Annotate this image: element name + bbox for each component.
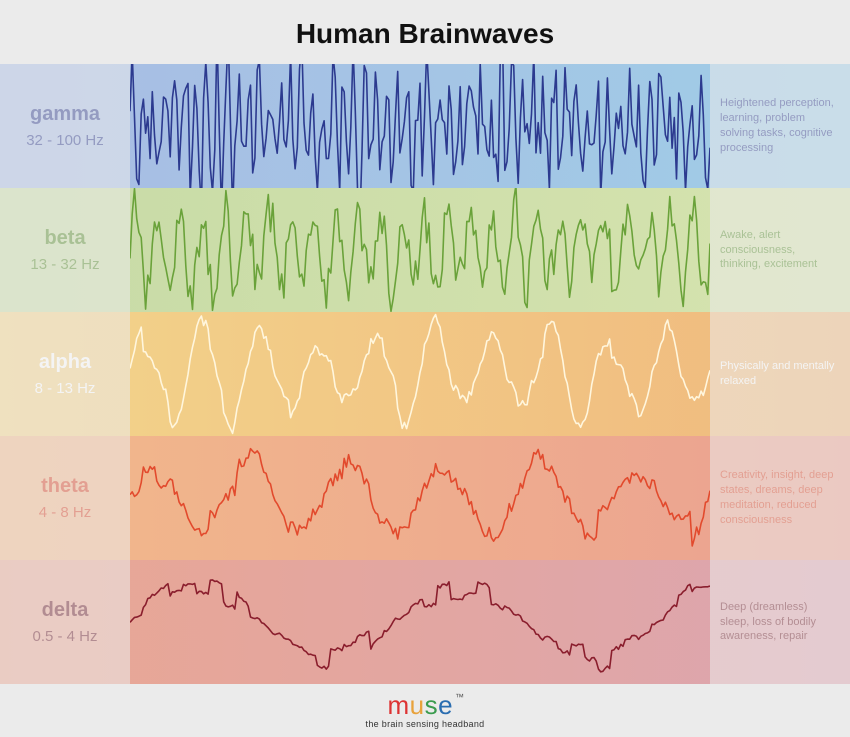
brainwave-rows: gamma 32 - 100 Hz Heightened perception, l… xyxy=(0,64,850,684)
waveform-svg xyxy=(130,312,710,436)
wave-label-col: theta 4 - 8 Hz xyxy=(0,436,130,560)
wave-frequency: 32 - 100 Hz xyxy=(26,132,104,149)
wave-name: alpha xyxy=(39,351,91,374)
wave-name: delta xyxy=(42,599,89,622)
waveform-area xyxy=(130,312,710,436)
wave-frequency: 4 - 8 Hz xyxy=(39,504,92,521)
wave-frequency: 8 - 13 Hz xyxy=(35,380,96,397)
wave-row-delta: delta 0.5 - 4 Hz Deep (dreamless) sleep, l… xyxy=(0,560,850,684)
brand-logo: muse™ xyxy=(387,690,462,721)
wave-name: gamma xyxy=(30,103,100,126)
wave-frequency: 13 - 32 Hz xyxy=(30,256,99,273)
waveform-svg xyxy=(130,560,710,684)
wave-description: Deep (dreamless) sleep, loss of bodily a… xyxy=(710,560,850,684)
waveform-svg xyxy=(130,436,710,560)
wave-description: Physically and mentally relaxed xyxy=(710,312,850,436)
wave-name: beta xyxy=(44,227,85,250)
waveform-svg xyxy=(130,64,710,188)
wave-row-beta: beta 13 - 32 Hz Awake, alert consciousness… xyxy=(0,188,850,312)
waveform-path xyxy=(130,64,710,188)
wave-name: theta xyxy=(41,475,89,498)
wave-label-col: delta 0.5 - 4 Hz xyxy=(0,560,130,684)
wave-row-alpha: alpha 8 - 13 Hz Physically and mentally re… xyxy=(0,312,850,436)
wave-description: Creativity, insight, deep states, dreams… xyxy=(710,436,850,560)
logo-letter: u xyxy=(410,690,425,720)
waveform-area xyxy=(130,188,710,312)
logo-letter: s xyxy=(425,690,439,720)
waveform-area xyxy=(130,436,710,560)
wave-row-gamma: gamma 32 - 100 Hz Heightened perception, l… xyxy=(0,64,850,188)
waveform-svg xyxy=(130,188,710,312)
waveform-area xyxy=(130,560,710,684)
wave-frequency: 0.5 - 4 Hz xyxy=(32,628,97,645)
wave-label-col: alpha 8 - 13 Hz xyxy=(0,312,130,436)
wave-label-col: gamma 32 - 100 Hz xyxy=(0,64,130,188)
wave-row-theta: theta 4 - 8 Hz Creativity, insight, deep s… xyxy=(0,436,850,560)
wave-label-col: beta 13 - 32 Hz xyxy=(0,188,130,312)
waveform-path xyxy=(130,315,710,434)
waveform-path xyxy=(130,188,710,311)
trademark-icon: ™ xyxy=(455,692,465,702)
waveform-path xyxy=(130,449,710,546)
logo-letter: e xyxy=(438,690,453,720)
logo-letter: m xyxy=(387,690,409,720)
waveform-path xyxy=(130,580,710,672)
page-title: Human Brainwaves xyxy=(0,0,850,64)
footer: muse™ the brain sensing headband xyxy=(0,684,850,729)
waveform-area xyxy=(130,64,710,188)
wave-description: Awake, alert consciousness, thinking, ex… xyxy=(710,188,850,312)
wave-description: Heightened perception, learning, problem… xyxy=(710,64,850,188)
